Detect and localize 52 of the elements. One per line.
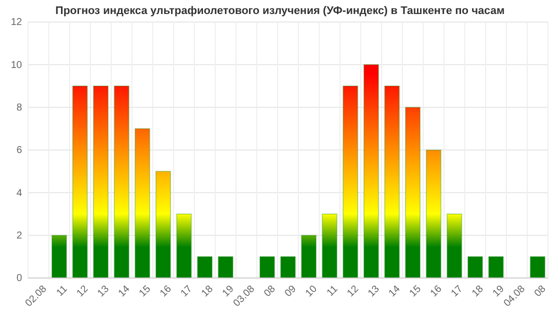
x-tick-label: 10	[304, 283, 320, 300]
y-tick-label: 8	[16, 102, 22, 114]
bar	[405, 106, 421, 278]
bar	[384, 86, 400, 278]
x-tick-label: 12	[74, 283, 91, 300]
x-tick-label: 08	[262, 283, 278, 300]
bar	[176, 214, 192, 278]
bar	[259, 256, 275, 278]
y-tick-label: 10	[10, 60, 22, 71]
x-tick-label: 16	[158, 283, 174, 300]
x-tick-label: 19	[220, 283, 237, 300]
y-tick-label: 4	[16, 188, 22, 199]
x-tick-label: 16	[428, 283, 445, 300]
bar	[134, 128, 150, 278]
x-tick-label: 13	[96, 283, 112, 300]
bar	[218, 256, 234, 278]
chart-title: Прогноз индекса ультрафиолетового излучения (УФ-индекс) в Ташкенте по часам	[55, 5, 505, 17]
x-tick-label: 15	[408, 283, 424, 300]
y-tick-label: 6	[16, 145, 22, 156]
x-tick-label: 18	[470, 283, 486, 300]
y-tick-label: 12	[10, 17, 22, 28]
x-tick-label: 18	[200, 283, 216, 300]
y-tick-label: 0	[16, 273, 22, 284]
bar	[363, 64, 379, 278]
bar	[488, 256, 504, 278]
x-tick-label: 11	[325, 283, 341, 299]
bar	[426, 150, 442, 278]
x-tick-label: 17	[449, 283, 466, 300]
bar	[51, 234, 67, 278]
x-tick-label: 14	[116, 283, 133, 300]
bar	[72, 86, 88, 278]
x-tick-label: 13	[366, 283, 382, 300]
x-tick-label: 12	[345, 283, 362, 300]
bar	[530, 256, 546, 278]
bar	[322, 214, 338, 278]
x-tick-label: 11	[54, 283, 70, 299]
bar	[342, 86, 358, 278]
bar	[114, 86, 130, 278]
y-tick-label: 2	[16, 230, 22, 242]
x-tick-label: 15	[137, 283, 154, 300]
bar	[446, 214, 462, 278]
bar	[280, 256, 296, 278]
bar	[197, 256, 213, 278]
bar	[467, 256, 483, 278]
x-tick-label: 09	[282, 283, 299, 300]
bar	[301, 234, 317, 278]
bar	[93, 86, 109, 278]
x-tick-label: 08	[532, 283, 549, 300]
x-tick-label: 14	[386, 283, 403, 300]
bar	[155, 170, 171, 278]
x-tick-label: 19	[490, 283, 507, 300]
x-tick-label: 17	[178, 283, 195, 300]
